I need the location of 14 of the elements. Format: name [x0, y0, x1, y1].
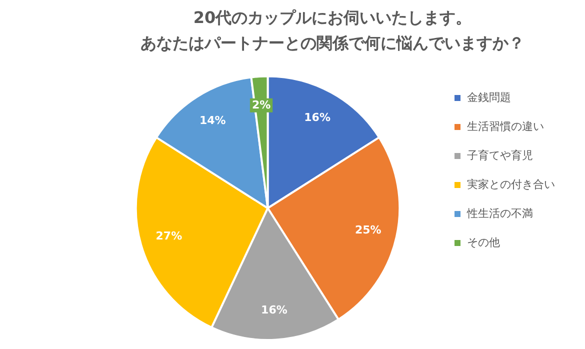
chart-subtitle: あなたはパートナーとの関係で何に悩んでいますか？: [140, 34, 524, 53]
data-label: 16%: [261, 304, 288, 317]
data-label: 25%: [354, 223, 382, 236]
legend-label: 実家との付き合い: [467, 178, 555, 191]
legend-label: 生活習慣の違い: [467, 120, 544, 133]
legend-label: 金銭問題: [467, 90, 511, 104]
chart-title: 20代のカップルにお伺いいたします。: [193, 8, 472, 27]
data-label: 27%: [156, 230, 182, 243]
legend-label: その他: [467, 236, 500, 249]
data-label: 2%: [252, 98, 271, 112]
data-label: 16%: [304, 110, 330, 124]
data-label: 14%: [199, 114, 226, 128]
legend-label: 子育てや育児: [467, 148, 533, 162]
legend-label: 性生活の不満: [466, 206, 533, 220]
